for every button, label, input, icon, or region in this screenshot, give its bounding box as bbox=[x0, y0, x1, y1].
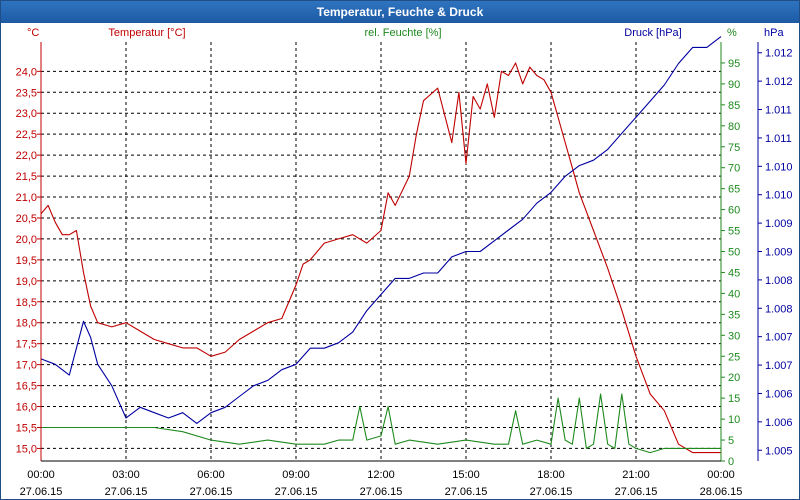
temperature-tick-label: 22,0 bbox=[16, 150, 37, 162]
x-tick-date: 27.06.15 bbox=[275, 486, 318, 498]
x-tick-time: 15:00 bbox=[452, 469, 480, 481]
pressure-tick-label: 1.010 bbox=[765, 161, 793, 173]
humidity-tick-label: 70 bbox=[728, 163, 740, 175]
humidity-tick-label: 0 bbox=[728, 456, 734, 468]
humidity-tick-label: 95 bbox=[728, 58, 740, 70]
temperature-series-line bbox=[40, 62, 721, 454]
humidity-tick-label: 10 bbox=[728, 414, 740, 426]
legend-temperature: Temperatur [°C] bbox=[108, 27, 185, 39]
window-title: Temperatur, Feuchte & Druck bbox=[1, 1, 799, 23]
pressure-tick-label: 1.007 bbox=[765, 332, 793, 344]
x-tick-time: 12:00 bbox=[367, 469, 395, 481]
temperature-tick-label: 17,5 bbox=[16, 339, 37, 351]
pressure-tick-label: 1.005 bbox=[765, 445, 793, 457]
temperature-tick-label: 22,5 bbox=[16, 129, 37, 141]
temperature-tick-label: 24,0 bbox=[16, 66, 37, 78]
humidity-tick-label: 90 bbox=[728, 79, 740, 91]
humidity-tick-label: 25 bbox=[728, 351, 740, 363]
legend-humidity: rel. Feuchte [%] bbox=[364, 27, 441, 39]
humidity-tick-label: 65 bbox=[728, 184, 740, 196]
humidity-series-line bbox=[41, 393, 721, 454]
humidity-tick-label: 40 bbox=[728, 288, 740, 300]
temperature-tick-label: 20,0 bbox=[16, 234, 37, 246]
humidity-tick-label: 20 bbox=[728, 372, 740, 384]
temperature-tick-label: 21,0 bbox=[16, 192, 37, 204]
pressure-tick-label: 1.012 bbox=[765, 48, 793, 60]
temperature-tick-label: 16,5 bbox=[16, 381, 37, 393]
humidity-tick-label: 35 bbox=[728, 309, 740, 321]
pressure-tick-label: 1.010 bbox=[765, 190, 793, 202]
temperature-tick-label: 18,0 bbox=[16, 318, 37, 330]
pressure-tick-label: 1.011 bbox=[765, 133, 792, 145]
temperature-tick-label: 23,0 bbox=[16, 108, 37, 120]
x-tick-time: 09:00 bbox=[282, 469, 310, 481]
humidity-tick-label: 30 bbox=[728, 330, 740, 342]
pressure-tick-label: 1.011 bbox=[765, 105, 792, 117]
chart-area: 00:00 27.06.15 03:00 27.06.15 06:00 27.06.15 0… bbox=[16, 27, 793, 498]
temperature-tick-label: 21,5 bbox=[16, 171, 37, 183]
temperature-tick-label: 15,5 bbox=[16, 422, 37, 434]
grid bbox=[41, 42, 721, 461]
x-tick-time: 21:00 bbox=[622, 469, 650, 481]
x-tick-date: 27.06.15 bbox=[530, 486, 573, 498]
pressure-tick-label: 1.008 bbox=[765, 275, 793, 287]
pressure-tick-label: 1.006 bbox=[765, 388, 793, 400]
pressure-tick-label: 1.009 bbox=[765, 218, 793, 230]
x-tick-date: 27.06.15 bbox=[360, 486, 403, 498]
temperature-tick-label: 19,5 bbox=[16, 255, 37, 267]
humidity-tick-label: 75 bbox=[728, 142, 740, 154]
temperature-tick-label: 17,0 bbox=[16, 360, 37, 372]
humidity-tick-label: 80 bbox=[728, 121, 740, 133]
pressure-tick-label: 1.012 bbox=[765, 76, 793, 88]
humidity-tick-label: 50 bbox=[728, 247, 740, 259]
temperature-tick-label: 15,0 bbox=[16, 443, 37, 455]
tick-labels: 00:00 27.06.15 03:00 27.06.15 06:00 27.06.15 0… bbox=[16, 27, 793, 498]
pressure-tick-label: 1.007 bbox=[765, 360, 793, 372]
humidity-unit-label: % bbox=[727, 27, 737, 39]
pressure-series-line bbox=[40, 36, 722, 424]
humidity-tick-label: 85 bbox=[728, 100, 740, 112]
temperature-tick-label: 18,5 bbox=[16, 297, 37, 309]
pressure-unit-label: hPa bbox=[764, 27, 784, 39]
humidity-tick-label: 5 bbox=[728, 435, 734, 447]
humidity-tick-label: 55 bbox=[728, 226, 740, 238]
temperature-tick-label: 23,5 bbox=[16, 87, 37, 99]
x-tick-date: 28.06.15 bbox=[700, 486, 743, 498]
temperature-tick-label: 19,0 bbox=[16, 276, 37, 288]
legend-pressure: Druck [hPa] bbox=[624, 27, 681, 39]
x-tick-time: 06:00 bbox=[197, 469, 225, 481]
x-tick-time: 18:00 bbox=[537, 469, 565, 481]
x-tick-time: 00:00 bbox=[707, 469, 735, 481]
x-tick-date: 27.06.15 bbox=[615, 486, 658, 498]
x-tick-date: 27.06.15 bbox=[190, 486, 233, 498]
x-tick-time: 00:00 bbox=[27, 469, 55, 481]
pressure-tick-label: 1.006 bbox=[765, 417, 793, 429]
x-tick-date: 27.06.15 bbox=[20, 486, 63, 498]
pressure-tick-label: 1.008 bbox=[765, 303, 793, 315]
axes bbox=[37, 42, 762, 462]
pressure-tick-label: 1.009 bbox=[765, 247, 793, 259]
temperature-unit-label: °C bbox=[27, 27, 39, 39]
temperature-tick-label: 16,0 bbox=[16, 402, 37, 414]
x-tick-time: 03:00 bbox=[112, 469, 140, 481]
humidity-tick-label: 45 bbox=[728, 267, 740, 279]
humidity-tick-label: 60 bbox=[728, 205, 740, 217]
x-tick-date: 27.06.15 bbox=[105, 486, 148, 498]
series-lines bbox=[40, 36, 722, 454]
humidity-tick-label: 15 bbox=[728, 393, 740, 405]
x-tick-date: 27.06.15 bbox=[445, 486, 488, 498]
temperature-tick-label: 20,5 bbox=[16, 213, 37, 225]
